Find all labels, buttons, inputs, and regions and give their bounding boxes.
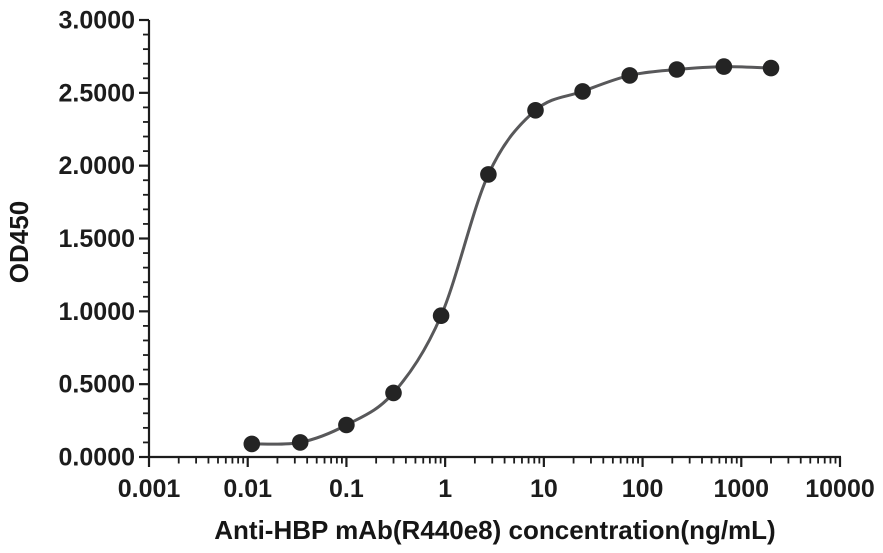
data-point <box>621 67 638 84</box>
data-point <box>385 384 402 402</box>
data-point <box>338 416 355 434</box>
x-axis-title: Anti-HBP mAb(R440e8) concentration(ng/mL… <box>214 515 775 545</box>
y-tick-label: 1.0000 <box>59 298 135 326</box>
y-tick-label: 2.0000 <box>59 152 135 180</box>
data-point <box>762 59 780 77</box>
data-point <box>243 435 261 453</box>
data-point <box>715 58 733 75</box>
x-tick-label: 10000 <box>805 475 875 503</box>
axes-layer <box>139 18 842 467</box>
data-point <box>668 61 686 78</box>
data-point <box>480 166 497 183</box>
series-layer <box>243 58 780 453</box>
x-tick-label: 1 <box>438 475 452 503</box>
x-tick-label: 1000 <box>713 475 769 503</box>
data-point <box>527 102 544 119</box>
fitted-curve <box>250 65 773 446</box>
data-point <box>574 83 591 100</box>
y-tick-label: 2.5000 <box>59 79 135 107</box>
x-tick-label: 0.01 <box>223 475 272 503</box>
x-tick-label: 10 <box>530 475 558 503</box>
y-tick-label: 3.0000 <box>59 7 135 35</box>
x-tick-label: 0.1 <box>329 475 364 503</box>
data-point <box>432 307 450 325</box>
y-tick-label: 1.5000 <box>59 225 135 253</box>
x-tick-label: 100 <box>622 475 664 503</box>
y-tick-label: 0.0000 <box>59 444 135 472</box>
x-tick-label: 0.001 <box>118 475 181 503</box>
y-axis-title: OD450 <box>4 201 34 283</box>
tick-label-layer: 0.0000 0.5000 1.0000 1.5000 2.0000 2.5000 3.00… <box>59 7 875 504</box>
y-tick-label: 0.5000 <box>59 371 135 399</box>
data-point <box>291 434 309 451</box>
